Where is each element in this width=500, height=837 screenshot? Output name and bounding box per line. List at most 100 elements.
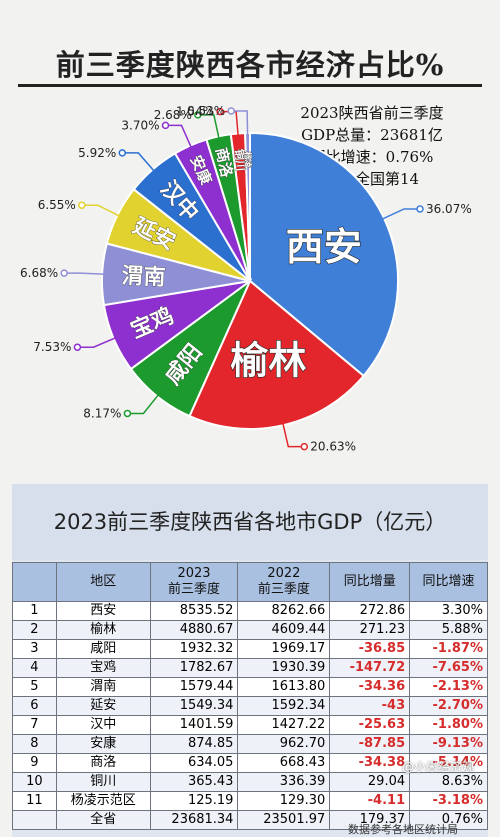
table-cell: 668.43 (237, 753, 331, 773)
table-cell: 272.86 (329, 601, 411, 621)
table-cell: 1427.22 (237, 715, 331, 735)
table-header-cell-2: 2023 前三季度 (149, 562, 239, 602)
table-cell: -9.13% (409, 734, 488, 754)
pie-value-label-2: 8.17% (83, 406, 121, 420)
pie-leader-8 (197, 114, 221, 141)
pie-leader-0 (380, 208, 420, 221)
pie-value-label-5: 6.55% (38, 198, 76, 212)
pie-leader-4 (64, 272, 107, 276)
table-cell: 4609.44 (237, 620, 331, 640)
pie-leaders: 36.07% 20.63% 8.17% 7.53% 6.68% 6.55% 5.92% 3.7… (20, 104, 472, 454)
table-cell: -2.13% (409, 677, 488, 697)
pie-value-label-6: 5.92% (78, 146, 116, 160)
table-header: 地区 2023 前三季度 2022 前三季度 同比增量 同比增速 (12, 562, 488, 602)
pie-value-label-3: 7.53% (33, 340, 71, 354)
table-header-cell-4: 同比增量 (329, 562, 411, 602)
table-cell: 1613.80 (237, 677, 331, 697)
pie-leader-dot-10 (227, 107, 235, 115)
table-cell: 1 (12, 601, 57, 621)
summary-line-1: 2023陕西省前三季度 (300, 104, 444, 122)
page-title: 前三季度陕西各市经济占比% (55, 48, 445, 82)
table-cell: -34.36 (329, 677, 411, 697)
pie-leader-5 (81, 204, 122, 218)
table-body: 1 西安 8535.52 8262.66 272.86 3.30% 2 榆林 4880.67 46… (12, 601, 488, 830)
pie-slice-name-0: 西安 (286, 225, 362, 269)
summary-box: 2023陕西省前三季度 GDP总量：23681亿 同比增速：0.76% 排名全国… (262, 102, 482, 190)
table-cell: 商洛 (55, 753, 151, 773)
table-row: 1 西安 8535.52 8262.66 272.86 3.30% (12, 601, 488, 621)
pie-leader-1 (281, 421, 305, 448)
table-cell: 汉中 (55, 715, 151, 735)
table-cell: 9 (12, 753, 57, 773)
table-cell: 1592.34 (237, 696, 331, 716)
table-cell: 西安 (55, 601, 151, 621)
table-header-cell-1: 地区 (55, 562, 151, 602)
table-cell: 1969.17 (237, 639, 331, 659)
table-cell: 杨凌示范区 (55, 791, 151, 811)
table-row: 3 咸阳 1932.32 1969.17 -36.85 -1.87% (12, 639, 488, 659)
table-cell: -1.87% (409, 639, 488, 659)
table-cell: 1782.67 (149, 658, 239, 678)
pie-value-label-10: 0.53% (187, 104, 225, 118)
table-cell: 23501.97 (237, 810, 331, 830)
table-cell: 6 (12, 696, 57, 716)
table-cell: 365.43 (149, 772, 239, 792)
table-row: 2 榆林 4880.67 4609.44 271.23 5.88% (12, 620, 488, 640)
table-cell: -1.80% (409, 715, 488, 735)
table-row: 6 延安 1549.34 1592.34 -43 -2.70% (12, 696, 488, 716)
table-cell: 4 (12, 658, 57, 678)
pie-leader-dot-6 (118, 149, 127, 157)
table-cell: 7 (12, 715, 57, 735)
table-title: 2023前三季度陕西省各地市GDP（亿元） (12, 484, 488, 560)
pie-leader-dot-1 (300, 442, 309, 451)
table-cell: 延安 (55, 696, 151, 716)
table-cell: -34.38 (329, 753, 411, 773)
pie-leader-dot-0 (416, 205, 424, 213)
table-cell: 336.39 (237, 772, 331, 792)
pie-leader-3 (77, 336, 118, 348)
footnote: 数据参考各地区统计局 (348, 823, 458, 836)
table-row: 9 商洛 634.05 668.43 -34.38 -5.14% (12, 753, 488, 773)
table-cell: -4.11 (329, 791, 411, 811)
table-cell: 铜川 (55, 772, 151, 792)
table-cell: 全省 (55, 810, 151, 830)
watermark: @小米经济观 (401, 760, 474, 774)
table-cell: 1549.34 (149, 696, 239, 716)
table-cell: 29.04 (329, 772, 411, 792)
pie-leader-dot-2 (123, 409, 132, 418)
pie-slices (101, 131, 399, 430)
table-cell: 271.23 (329, 620, 411, 640)
table-cell: 宝鸡 (55, 658, 151, 678)
table-cell: 3 (12, 639, 57, 659)
table-cell: 榆林 (55, 620, 151, 640)
table-cell (12, 810, 57, 830)
table-cell: -87.85 (329, 734, 411, 754)
pie-value-label-0: 36.07% (426, 202, 472, 216)
table-cell: -2.70% (409, 696, 488, 716)
table-cell: 2 (12, 620, 57, 640)
table-cell: 1401.59 (149, 715, 239, 735)
pie-leader-6 (122, 152, 156, 173)
table-cell: -36.85 (329, 639, 411, 659)
title-underline (18, 84, 482, 87)
pie-value-label-8: 2.68% (154, 108, 192, 122)
gdp-table-panel: 2023前三季度陕西省各地市GDP（亿元） 地区 2023 前三季度 2022 前三季度… (12, 484, 488, 837)
table-cell: -25.63 (329, 715, 411, 735)
table-cell: 5 (12, 677, 57, 697)
table-row: 10 铜川 365.43 336.39 29.04 8.63% (12, 772, 488, 792)
pie-value-label-9: 1.54% (176, 105, 214, 119)
pie-leader-10 (231, 110, 249, 138)
pie-value-label-1: 20.63% (310, 440, 356, 454)
pie-chart: 36.07% 20.63% 8.17% 7.53% 6.68% 6.55% 5.92% 3.7… (20, 104, 472, 454)
table-row: 8 安康 874.85 962.70 -87.85 -9.13% (12, 734, 488, 754)
table-cell: 1579.44 (149, 677, 239, 697)
table-cell: 0.76% (409, 810, 488, 830)
table-cell: 安康 (55, 734, 151, 754)
table-row: 7 汉中 1401.59 1427.22 -25.63 -1.80% (12, 715, 488, 735)
pie-leader-dot-3 (73, 343, 82, 351)
pie-leader-2 (127, 392, 161, 415)
table-cell: 962.70 (237, 734, 331, 754)
table-cell: 8262.66 (237, 601, 331, 621)
pie-leader-dot-4 (60, 269, 68, 277)
pie-value-label-7: 3.70% (121, 118, 159, 132)
